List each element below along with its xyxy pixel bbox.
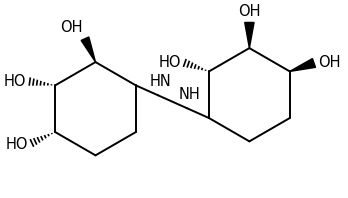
Text: NH: NH [179,87,200,102]
Polygon shape [290,59,316,71]
Polygon shape [245,22,254,48]
Text: HO: HO [6,137,28,152]
Text: OH: OH [60,20,83,35]
Polygon shape [81,37,95,62]
Text: HO: HO [159,55,181,70]
Text: OH: OH [238,4,261,19]
Text: OH: OH [318,55,340,70]
Text: HN: HN [150,74,172,89]
Text: HO: HO [3,74,26,89]
